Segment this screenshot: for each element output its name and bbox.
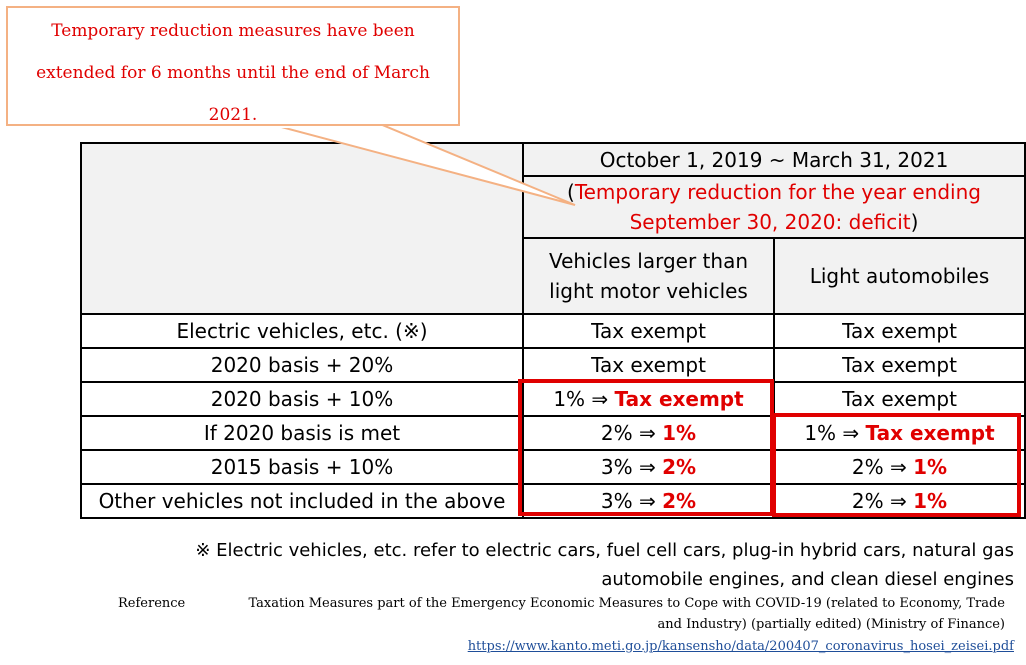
note-line-2: September 30, 2020: deficit (629, 210, 911, 234)
old-rate: 3% ⇒ (600, 489, 663, 513)
column-header-light-automobiles: Light automobiles (773, 237, 1026, 315)
note-open: ( (567, 180, 575, 204)
table-corner-cell (80, 142, 524, 315)
tax-rate-table: October 1, 2019 ~ March 31, 2021 (Tempor… (80, 142, 1026, 519)
cell-light: 1% ⇒ Tax exempt (773, 415, 1026, 451)
cell-light: Tax exempt (773, 313, 1026, 349)
row-label: Other vehicles not included in the above (80, 483, 524, 519)
col2-line-2: light motor vehicles (549, 279, 748, 303)
note-close: ) (910, 210, 919, 234)
cell-light: 2% ⇒ 1% (773, 483, 1026, 519)
new-rate: 2% (662, 489, 697, 513)
cell-larger: 3% ⇒ 2% (522, 449, 775, 485)
period-header: October 1, 2019 ~ March 31, 2021 (522, 142, 1026, 177)
new-rate: Tax exempt (614, 387, 744, 411)
callout-line: 2021. (208, 105, 258, 125)
row-label: 2015 basis + 10% (80, 449, 524, 485)
column-header-larger-vehicles: Vehicles larger than light motor vehicle… (522, 237, 775, 315)
reference-label: Reference (118, 596, 186, 611)
cell-larger: Tax exempt (522, 313, 775, 349)
table-row: Other vehicles not included in the above… (80, 483, 1026, 519)
col2-line-1: Vehicles larger than (548, 249, 748, 273)
old-rate: 1% ⇒ (553, 387, 615, 411)
row-label: 2020 basis + 20% (80, 347, 524, 383)
period-note: (Temporary reduction for the year ending… (522, 175, 1026, 239)
row-label: 2020 basis + 10% (80, 381, 524, 417)
new-rate: 2% (662, 455, 697, 479)
reference-line-2: and Industry) (partially edited) (Minist… (657, 617, 1005, 632)
new-rate: 1% (913, 489, 948, 513)
old-rate: 3% ⇒ (600, 455, 663, 479)
new-rate: Tax exempt (865, 421, 995, 445)
row-label: If 2020 basis is met (80, 415, 524, 451)
new-rate: 1% (662, 421, 697, 445)
old-rate: 1% ⇒ (804, 421, 866, 445)
cell-larger: 3% ⇒ 2% (522, 483, 775, 519)
reference-text: Taxation Measures part of the Emergency … (213, 593, 1005, 635)
table-row: Electric vehicles, etc. (※) Tax exempt T… (80, 313, 1026, 349)
old-rate: 2% ⇒ (600, 421, 663, 445)
old-rate: 2% ⇒ (851, 455, 914, 479)
source-link[interactable]: https://www.kanto.meti.go.jp/kansensho/d… (467, 639, 1014, 654)
callout-line: extended for 6 months until the end of M… (36, 63, 430, 83)
note-line-1: Temporary reduction for the year ending (574, 180, 981, 204)
table-row: If 2020 basis is met 2% ⇒ 1% 1% ⇒ Tax ex… (80, 415, 1026, 451)
reference-line-1: Taxation Measures part of the Emergency … (248, 596, 1005, 611)
new-rate: 1% (913, 455, 948, 479)
cell-light: 2% ⇒ 1% (773, 449, 1026, 485)
table-row: 2015 basis + 10% 3% ⇒ 2% 2% ⇒ 1% (80, 449, 1026, 485)
row-label: Electric vehicles, etc. (※) (80, 313, 524, 349)
cell-larger: 2% ⇒ 1% (522, 415, 775, 451)
cell-larger: 1% ⇒ Tax exempt (522, 381, 775, 417)
footnote: ※ Electric vehicles, etc. refer to elect… (114, 536, 1014, 594)
cell-light: Tax exempt (773, 347, 1026, 383)
table-row: 2020 basis + 20% Tax exempt Tax exempt (80, 347, 1026, 383)
footnote-line-1: ※ Electric vehicles, etc. refer to elect… (195, 540, 1014, 561)
table-row: 2020 basis + 10% 1% ⇒ Tax exempt Tax exe… (80, 381, 1026, 417)
callout-line: Temporary reduction measures have been (51, 21, 415, 41)
footnote-line-2: automobile engines, and clean diesel eng… (601, 569, 1014, 590)
callout-box: Temporary reduction measures have been e… (6, 6, 460, 126)
cell-larger: Tax exempt (522, 347, 775, 383)
cell-light: Tax exempt (773, 381, 1026, 417)
old-rate: 2% ⇒ (851, 489, 914, 513)
